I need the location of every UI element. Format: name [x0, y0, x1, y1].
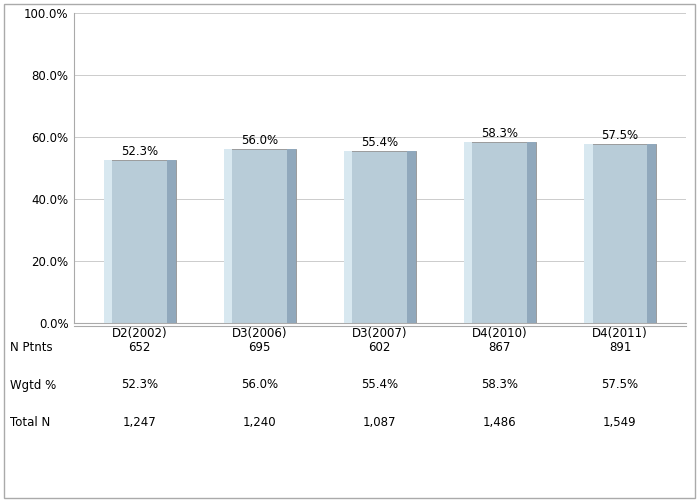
- Text: 55.4%: 55.4%: [361, 136, 398, 148]
- Text: Total N: Total N: [10, 416, 50, 429]
- Text: 867: 867: [489, 341, 511, 354]
- Text: 55.4%: 55.4%: [361, 378, 398, 392]
- Bar: [464, 142, 536, 322]
- Text: 891: 891: [609, 341, 631, 354]
- Text: N Ptnts: N Ptnts: [10, 341, 53, 354]
- Text: 57.5%: 57.5%: [601, 129, 638, 142]
- Bar: [407, 151, 416, 322]
- Text: 58.3%: 58.3%: [482, 126, 518, 140]
- Text: 58.3%: 58.3%: [482, 378, 518, 392]
- Text: 695: 695: [248, 341, 271, 354]
- Text: Wgtd %: Wgtd %: [10, 378, 57, 392]
- Bar: [464, 142, 473, 322]
- Bar: [287, 149, 295, 322]
- Text: 1,087: 1,087: [363, 416, 396, 429]
- Bar: [104, 160, 176, 322]
- Bar: [344, 151, 352, 322]
- Bar: [223, 149, 232, 322]
- Text: 1,549: 1,549: [603, 416, 637, 429]
- Bar: [223, 149, 295, 322]
- Bar: [344, 151, 416, 322]
- Bar: [104, 160, 112, 322]
- Text: 602: 602: [369, 341, 391, 354]
- Text: 1,486: 1,486: [483, 416, 517, 429]
- Bar: [167, 160, 176, 322]
- Text: 1,247: 1,247: [122, 416, 156, 429]
- Text: 1,240: 1,240: [243, 416, 276, 429]
- Text: 56.0%: 56.0%: [241, 134, 278, 146]
- Text: 57.5%: 57.5%: [601, 378, 638, 392]
- Bar: [527, 142, 536, 322]
- Text: 56.0%: 56.0%: [241, 378, 278, 392]
- Text: 52.3%: 52.3%: [121, 378, 158, 392]
- Bar: [648, 144, 656, 322]
- Bar: [584, 144, 593, 322]
- Bar: [584, 144, 656, 322]
- Text: 52.3%: 52.3%: [121, 145, 158, 158]
- Text: 652: 652: [128, 341, 150, 354]
